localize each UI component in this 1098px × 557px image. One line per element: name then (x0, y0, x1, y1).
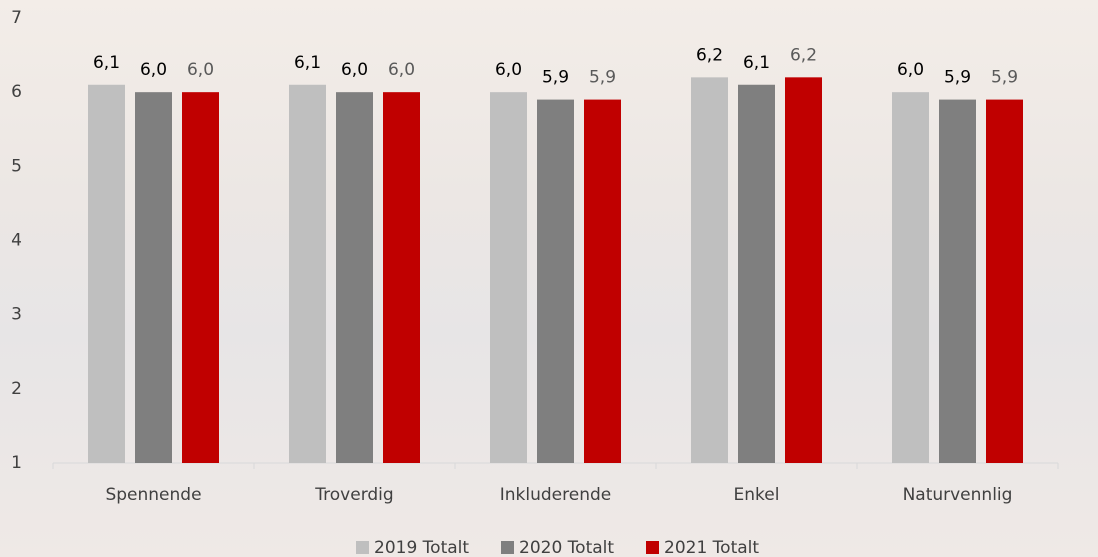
x-tick-label: Inkluderende (500, 485, 611, 505)
page: 1 2 3 4 5 6 7 Spennende 6,1 6,0 6,0 Troverdig 6,1 6,0… (0, 0, 1098, 557)
bar (986, 100, 1023, 463)
y-tick-label: 7 (11, 8, 22, 28)
bar (785, 77, 822, 463)
bar (584, 100, 621, 463)
x-tick-label: Spennende (105, 485, 201, 505)
x-tick-label: Naturvennlig (903, 485, 1013, 505)
value-label: 5,9 (589, 68, 616, 88)
value-label: 6,1 (93, 53, 120, 73)
y-tick-label: 1 (11, 453, 22, 473)
y-tick-label: 3 (11, 305, 22, 325)
y-tick-label: 5 (11, 156, 22, 176)
y-tick-label: 2 (11, 379, 22, 399)
x-tick-label: Enkel (734, 485, 780, 505)
legend-label: 2021 Totalt (664, 538, 759, 557)
bar (135, 92, 172, 463)
bar (939, 100, 976, 463)
legend-label: 2019 Totalt (374, 538, 469, 557)
value-label: 6,0 (897, 60, 924, 80)
bar (490, 92, 527, 463)
value-label: 6,2 (790, 45, 817, 65)
y-tick-label: 6 (11, 82, 22, 102)
value-label: 6,1 (743, 53, 770, 73)
bar (691, 77, 728, 463)
bar (289, 85, 326, 463)
value-label: 5,9 (991, 68, 1018, 88)
value-label: 6,0 (140, 60, 167, 80)
value-label: 6,2 (696, 45, 723, 65)
bar (336, 92, 373, 463)
legend-swatch (501, 541, 514, 554)
legend-swatch (646, 541, 659, 554)
legend-label: 2020 Totalt (519, 538, 614, 557)
bar (738, 85, 775, 463)
value-label: 6,0 (495, 60, 522, 80)
bar (182, 92, 219, 463)
chart: 1 2 3 4 5 6 7 Spennende 6,1 6,0 6,0 Troverdig 6,1 6,0… (0, 0, 1098, 557)
bar (892, 92, 929, 463)
legend-swatch (356, 541, 369, 554)
bar (537, 100, 574, 463)
x-tick-label: Troverdig (314, 485, 393, 505)
value-label: 6,1 (294, 53, 321, 73)
bar (88, 85, 125, 463)
y-tick-label: 4 (11, 231, 22, 251)
bar (383, 92, 420, 463)
value-label: 6,0 (388, 60, 415, 80)
value-label: 5,9 (542, 68, 569, 88)
value-label: 6,0 (187, 60, 214, 80)
value-label: 6,0 (341, 60, 368, 80)
value-label: 5,9 (944, 68, 971, 88)
